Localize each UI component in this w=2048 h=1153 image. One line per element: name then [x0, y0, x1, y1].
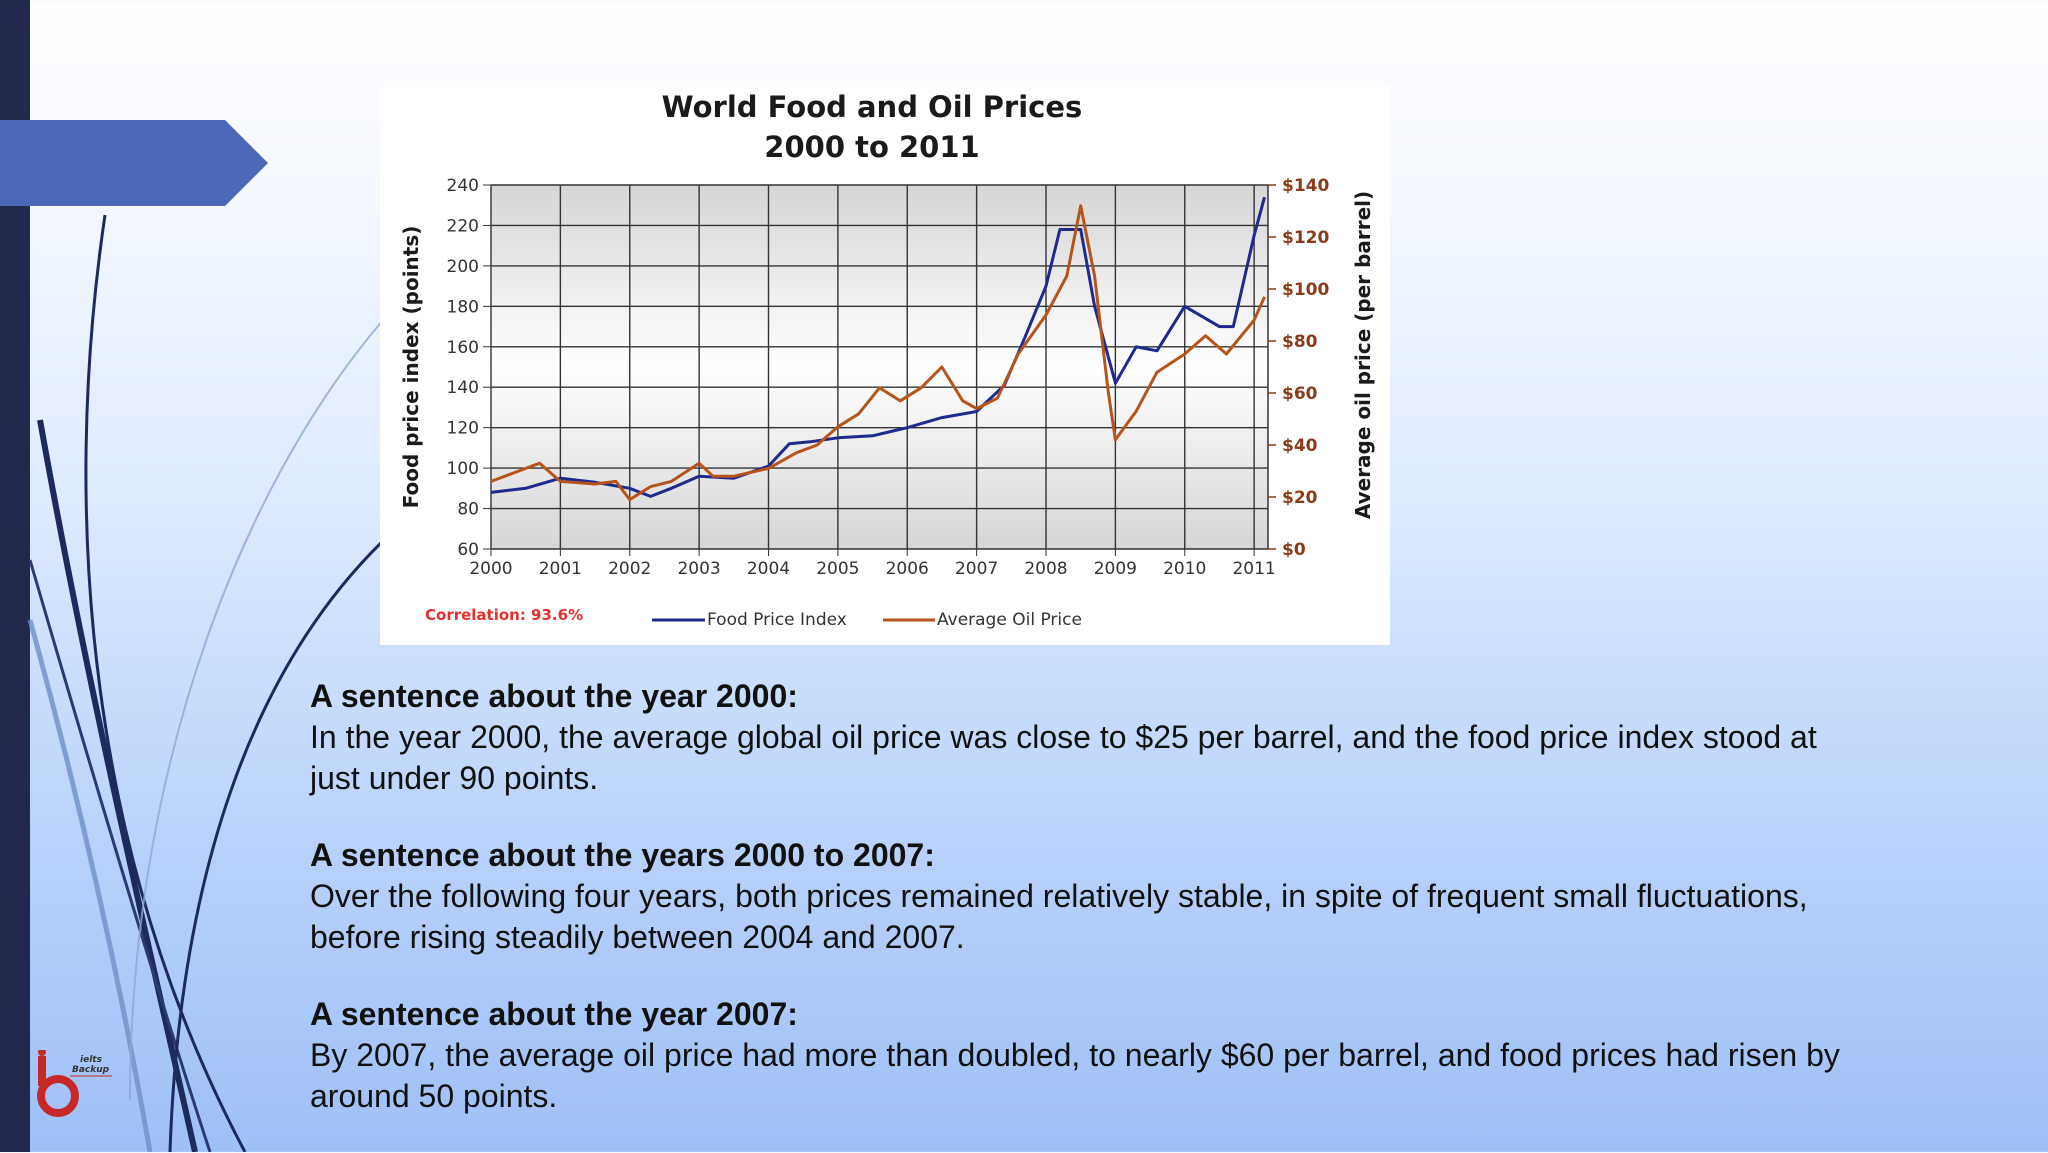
section-body: Over the following four years, both pric…: [310, 878, 1808, 955]
section-body: By 2007, the average oil price had more …: [310, 1037, 1840, 1114]
x-tick-label: 2004: [747, 559, 790, 579]
x-tick-label: 2008: [1024, 559, 1067, 579]
ielts-backup-logo: ielts Backup: [37, 1050, 112, 1117]
decorative-swoosh-lines: [27, 214, 420, 1152]
y-tick-label: 80: [457, 500, 479, 520]
y-tick-label: 120: [447, 419, 479, 439]
y-tick-label: 180: [447, 297, 479, 317]
plot-area: [490, 184, 1269, 550]
section-heading: A sentence about the years 2000 to 2007:: [310, 837, 935, 873]
section-2000: A sentence about the year 2000: In the y…: [310, 676, 1870, 799]
x-tick-label: 2007: [955, 559, 998, 579]
series-lines: [490, 196, 1266, 502]
x-tick-label: 2010: [1163, 559, 1206, 579]
section-body: In the year 2000, the average global oil…: [310, 719, 1817, 796]
y2-tick-label: $80: [1282, 332, 1318, 352]
section-heading: A sentence about the year 2000:: [310, 678, 798, 714]
legend-oil-label: Average Oil Price: [937, 610, 1082, 630]
svg-text:ielts: ielts: [80, 1055, 103, 1065]
x-tick-label: 2000: [469, 559, 512, 579]
legend-food-label: Food Price Index: [707, 610, 847, 630]
y2-tick-label: $100: [1282, 280, 1329, 300]
chart-subtitle: 2000 to 2011: [764, 130, 979, 164]
x-tick-label: 2011: [1232, 559, 1275, 579]
svg-text:Backup: Backup: [72, 1065, 110, 1075]
y-tick-label: 160: [447, 338, 479, 358]
y-tick-label: 240: [447, 176, 479, 196]
y2-tick-label: $60: [1282, 384, 1318, 404]
food-price-index-line: [490, 196, 1266, 498]
chart-image: World Food and Oil Prices 2000 to 2011 6…: [380, 85, 1390, 645]
x-tick-label: 2006: [886, 559, 929, 579]
y-tick-label: 100: [447, 459, 479, 479]
y2-axis-title: Average oil price (per barrel): [1351, 191, 1375, 519]
x-tick-label: 2009: [1094, 559, 1137, 579]
correlation-annotation: Correlation: 93.6%: [425, 606, 583, 624]
x-tick-label: 2002: [608, 559, 651, 579]
x-tick-label: 2001: [539, 559, 582, 579]
section-2000-2007: A sentence about the years 2000 to 2007:…: [310, 835, 1870, 958]
y-tick-label: 140: [447, 378, 479, 398]
y2-tick-label: $20: [1282, 488, 1318, 508]
y-tick-label: 60: [457, 540, 479, 560]
y-tick-label: 220: [447, 216, 479, 236]
chart-title: World Food and Oil Prices: [662, 90, 1083, 124]
y2-tick-label: $40: [1282, 436, 1318, 456]
x-tick-label: 2003: [677, 559, 720, 579]
y2-tick-label: $0: [1282, 540, 1306, 560]
y-axis-title: Food price index (points): [399, 226, 423, 509]
average-oil-price-line: [490, 204, 1266, 502]
x-tick-label: 2005: [816, 559, 859, 579]
y2-tick-label: $140: [1282, 176, 1329, 196]
section-heading: A sentence about the year 2007:: [310, 996, 798, 1032]
line-chart: World Food and Oil Prices 2000 to 2011 6…: [399, 90, 1375, 630]
arrow-tab-shape: [0, 120, 268, 206]
slide-text: A sentence about the year 2000: In the y…: [310, 676, 1870, 1153]
y2-tick-label: $120: [1282, 228, 1329, 248]
axis-ticks: 60 80 100 120 140 160 180 200 220 240 2000 2001 2002…: [447, 176, 1330, 579]
y-tick-label: 200: [447, 257, 479, 277]
section-2007: A sentence about the year 2007: By 2007,…: [310, 994, 1870, 1117]
